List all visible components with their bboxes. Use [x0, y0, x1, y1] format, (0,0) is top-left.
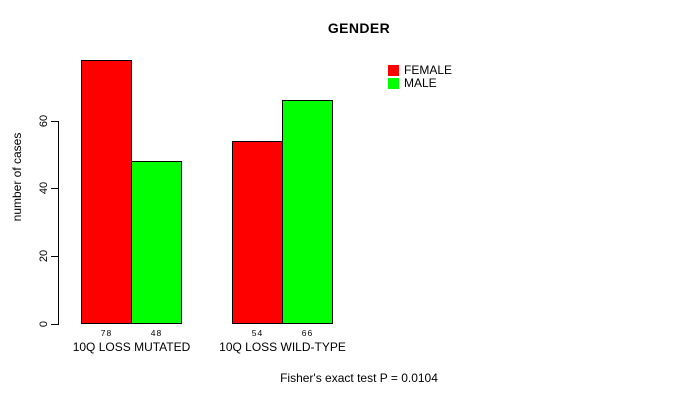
- legend-swatch-male: [388, 78, 399, 89]
- category-label-1: 10Q LOSS WILD-TYPE: [219, 340, 346, 354]
- y-tick-mark: [51, 188, 58, 189]
- y-tick-mark: [51, 256, 58, 257]
- bar-value-label: 54: [251, 328, 264, 338]
- y-tick-label: 20: [38, 249, 50, 263]
- bar-value-label: 66: [301, 328, 314, 338]
- y-axis-label: number of cases: [10, 132, 24, 222]
- category-label-0: 10Q LOSS MUTATED: [72, 340, 191, 354]
- bar-male-0: [131, 161, 182, 324]
- bar-female-1: [232, 141, 283, 324]
- y-tick-label: 40: [38, 181, 50, 195]
- chart-title: GENDER: [327, 20, 391, 36]
- y-tick-mark: [51, 324, 58, 325]
- legend-swatch-female: [388, 65, 399, 76]
- legend-label-male: MALE: [404, 76, 437, 90]
- y-tick-label: 60: [38, 114, 50, 128]
- y-axis-line: [58, 121, 59, 325]
- legend: FEMALE MALE: [388, 63, 453, 90]
- bar-value-label: 48: [150, 328, 163, 338]
- y-tick-mark: [51, 121, 58, 122]
- bar-male-1: [282, 100, 333, 324]
- bar-value-label: 78: [100, 328, 113, 338]
- legend-label-female: FEMALE: [404, 63, 453, 77]
- legend-item-male: MALE: [388, 76, 452, 90]
- bar-female-0: [81, 60, 132, 324]
- legend-item-female: FEMALE: [388, 63, 453, 77]
- y-tick-label: 0: [38, 320, 50, 328]
- footnote-fishers-test: Fisher's exact test P = 0.0104: [280, 371, 438, 385]
